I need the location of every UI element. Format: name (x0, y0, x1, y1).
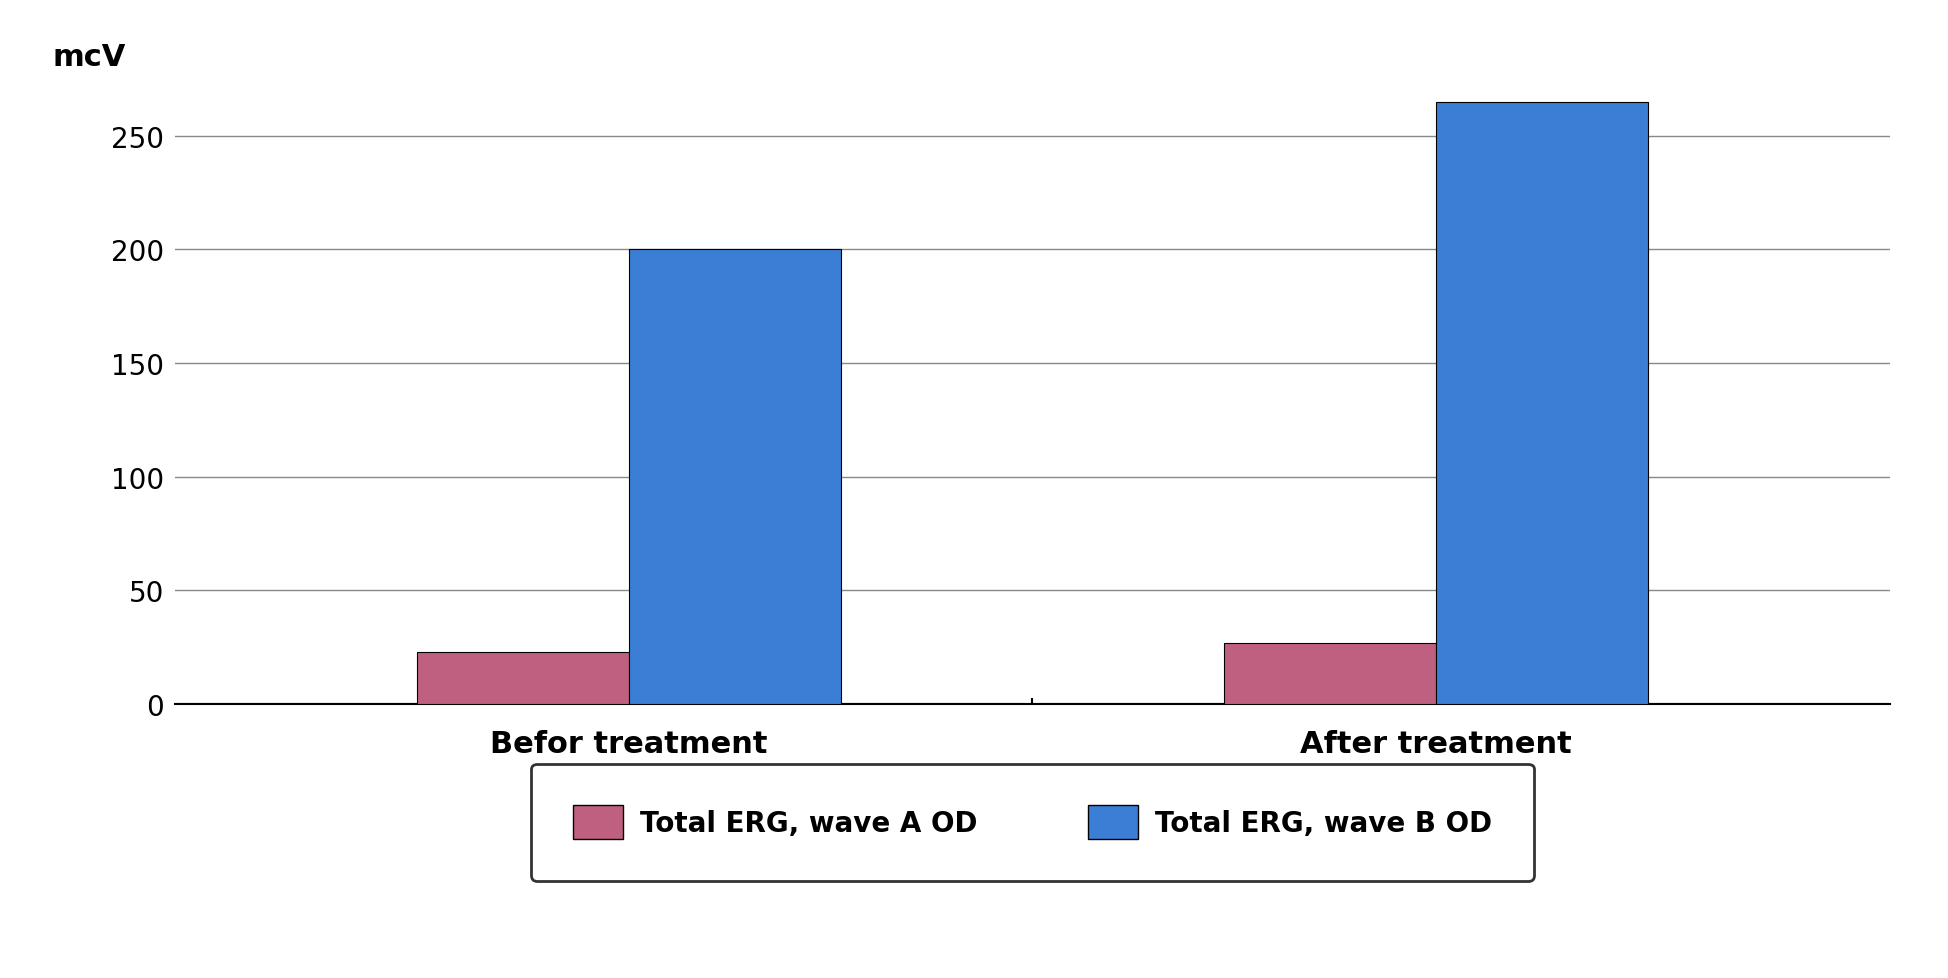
Y-axis label: mcV: mcV (53, 43, 127, 72)
Bar (1436, 103, 1648, 704)
Legend: Total ERG, wave A OD, Total ERG, wave B OD: Total ERG, wave A OD, Total ERG, wave B … (532, 764, 1533, 881)
Bar (629, 250, 842, 704)
Bar (1223, 643, 1436, 704)
Bar (417, 652, 629, 704)
